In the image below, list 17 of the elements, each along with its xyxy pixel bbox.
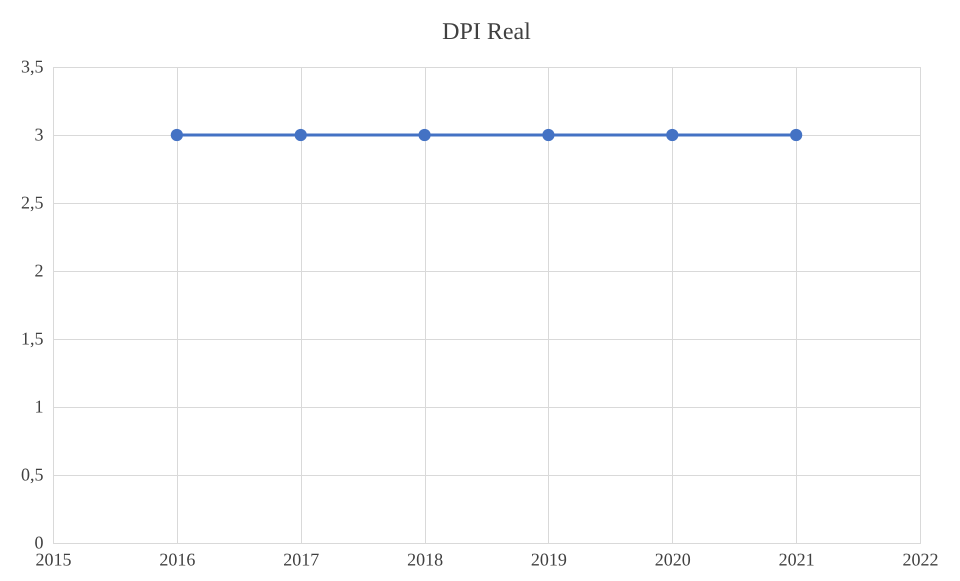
chart-title: DPI Real xyxy=(442,19,532,45)
x-tick-label: 2020 xyxy=(654,550,691,570)
y-tick-label: 3 xyxy=(34,124,44,144)
y-tick-label: 2,5 xyxy=(21,192,44,212)
x-tick-label: 2018 xyxy=(407,550,444,570)
y-tick-label: 3,5 xyxy=(21,56,44,76)
x-tick-label: 2016 xyxy=(159,550,196,570)
y-tick-label: 1 xyxy=(34,396,44,416)
x-tick-label: 2021 xyxy=(778,550,815,570)
x-tick-label: 2019 xyxy=(530,550,567,570)
y-tick-label: 2 xyxy=(34,260,44,280)
y-tick-label: 1,5 xyxy=(21,328,44,348)
x-tick-label: 2022 xyxy=(902,550,938,570)
x-tick-label: 2015 xyxy=(36,550,72,570)
x-tick-label: 2017 xyxy=(283,550,320,570)
y-tick-label: 0 xyxy=(34,532,44,552)
y-tick-label: 0,5 xyxy=(21,464,44,484)
